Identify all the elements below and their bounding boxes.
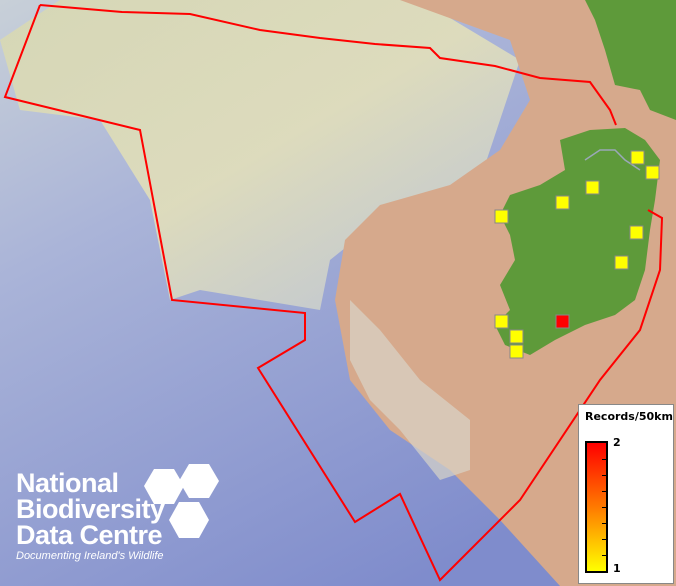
eez-boundary-south	[3, 4, 664, 582]
eez-boundary-north	[39, 4, 617, 126]
record-square[interactable]	[555, 314, 570, 329]
logo-line3: Data Centre	[16, 520, 163, 550]
record-square[interactable]	[509, 344, 524, 359]
logo-line1: National	[16, 468, 119, 498]
legend-min-label: 1	[613, 562, 621, 575]
record-square[interactable]	[509, 329, 524, 344]
legend-title: Records/50km	[585, 410, 673, 423]
record-square[interactable]	[555, 195, 570, 210]
color-ramp	[585, 441, 608, 573]
record-square[interactable]	[585, 180, 600, 195]
record-square[interactable]	[494, 314, 509, 329]
legend: Records/50km 2 1	[578, 404, 674, 584]
shelf-edge	[350, 300, 470, 480]
nbdc-logo: National Biodiversity Data Centre Docume…	[16, 464, 219, 562]
land-ireland	[495, 128, 660, 355]
land-britain	[585, 0, 676, 120]
logo-line2: Biodiversity	[16, 494, 165, 524]
legend-max-label: 2	[613, 436, 621, 449]
record-square[interactable]	[630, 150, 645, 165]
record-square[interactable]	[494, 209, 509, 224]
logo-tagline: Documenting Ireland's Wildlife	[16, 550, 164, 562]
border-line	[584, 149, 641, 171]
record-square[interactable]	[629, 225, 644, 240]
logo-hexagons-icon	[144, 464, 219, 538]
continental-slope	[0, 0, 520, 310]
record-square[interactable]	[645, 165, 660, 180]
record-square[interactable]	[614, 255, 629, 270]
